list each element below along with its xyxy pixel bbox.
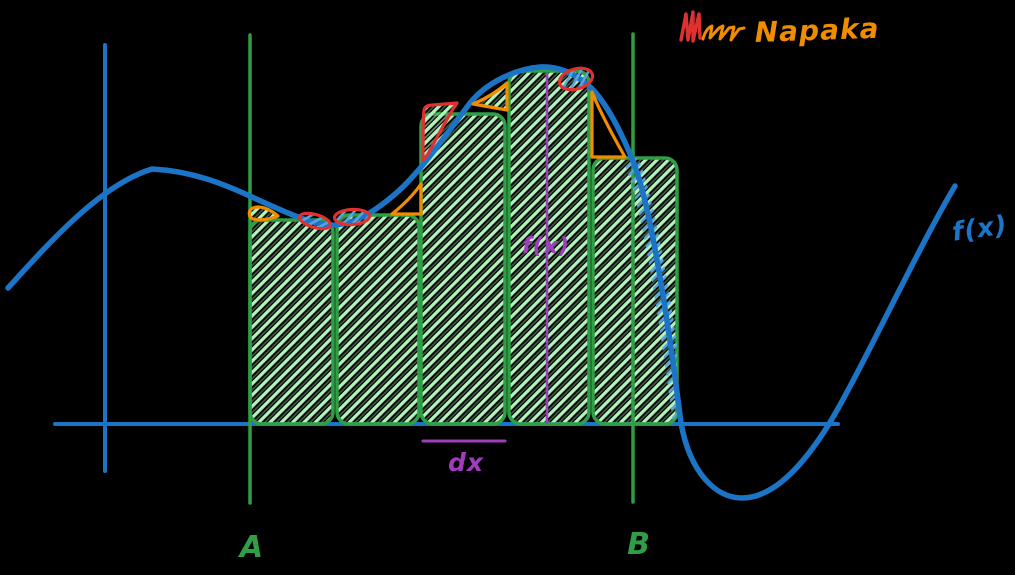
error-corner-bar3: [421, 101, 459, 162]
error-lobe-left: [297, 211, 333, 231]
label-function: f(x): [950, 210, 1009, 247]
error-triangle-2: [471, 81, 509, 112]
label-lower-bound: A: [238, 530, 264, 565]
riemann-bar-1: [248, 218, 335, 426]
label-upper-bound: B: [627, 527, 651, 562]
error-sliver-a: [247, 205, 280, 222]
error-triangle-1: [390, 182, 423, 216]
napaka-scribble-red: [679, 10, 702, 43]
red-error-shapes: [297, 66, 595, 231]
label-sample-height: f(x): [522, 234, 570, 259]
label-dx: dx: [448, 448, 484, 477]
riemann-bar-3: [419, 112, 507, 426]
napaka-scribble-orange: [701, 24, 746, 42]
error-lobe-right: [332, 207, 372, 227]
orange-error-shapes: [247, 81, 627, 222]
riemann-bar-2: [335, 213, 421, 426]
riemann-bar-4: [507, 69, 591, 426]
error-triangle-3: [590, 90, 627, 159]
function-curve: [5, 64, 958, 501]
label-error-annotation: Napaka: [754, 12, 880, 49]
error-lobe-top: [557, 66, 595, 92]
